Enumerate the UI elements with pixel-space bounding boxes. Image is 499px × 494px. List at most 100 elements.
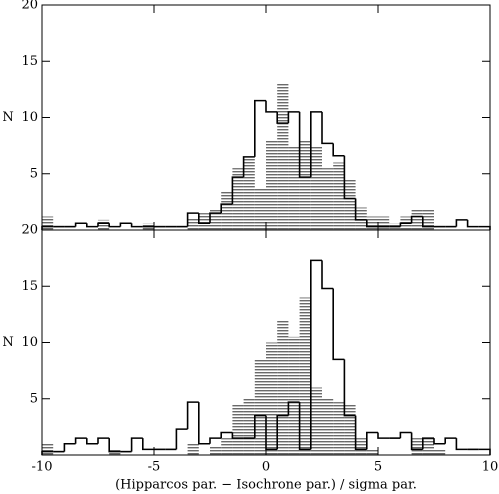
x-tick-label: -5	[148, 460, 161, 475]
step-outline	[97, 222, 110, 227]
step-outline	[119, 222, 132, 227]
hatched-bar	[232, 404, 244, 455]
step-outline	[478, 448, 491, 455]
step-outline	[332, 288, 345, 361]
hatched-bar	[434, 449, 446, 455]
step-outline	[287, 401, 300, 416]
step-outline	[186, 212, 199, 227]
step-outline	[254, 414, 266, 439]
hatched-bar	[277, 320, 289, 455]
step-outline	[354, 415, 367, 451]
y-tick-label: 5	[30, 166, 38, 181]
hatched-bar	[198, 213, 210, 230]
hatched-bar	[243, 156, 255, 230]
hatched-bar	[254, 359, 266, 455]
hatched-bar	[310, 387, 322, 455]
hatched-bar	[333, 402, 345, 455]
step-outline	[108, 438, 121, 453]
hatched-bar	[378, 216, 390, 230]
hatched-bar	[355, 207, 367, 230]
step-outline	[220, 203, 233, 214]
step-outline	[410, 215, 423, 224]
step-outline	[310, 259, 322, 450]
hatched-bar	[221, 438, 233, 455]
step-outline	[478, 225, 491, 230]
step-outline	[354, 198, 367, 221]
hatched-bar	[42, 443, 54, 455]
step-outline	[86, 223, 98, 228]
step-outline	[332, 143, 345, 157]
hatched-bar	[344, 179, 356, 230]
step-outline	[321, 260, 334, 290]
hatched-bar	[333, 162, 345, 230]
hatched-bar	[266, 140, 278, 230]
y-tick-label: 15	[21, 279, 38, 294]
hatched-bar	[299, 140, 311, 230]
hatched-bar	[344, 404, 356, 455]
hatched-bar	[366, 216, 378, 230]
step-outline	[410, 432, 423, 451]
step-outline	[130, 437, 143, 452]
step-outline	[433, 438, 446, 445]
hatched-bar	[355, 438, 367, 455]
step-outline	[254, 99, 266, 157]
y-tick-label: 20	[21, 0, 38, 13]
step-outline	[108, 223, 121, 228]
step-outline	[265, 100, 278, 113]
step-outline	[298, 402, 311, 451]
hatched-bar	[288, 145, 300, 230]
hatched-bar	[187, 217, 199, 230]
step-outline	[198, 402, 210, 445]
y-tick-label: 5	[30, 391, 38, 406]
step-outline	[399, 222, 412, 227]
step-outline	[298, 111, 311, 178]
step-outline	[130, 223, 143, 228]
step-outline	[343, 359, 356, 417]
hatched-bar	[210, 209, 222, 230]
y-axis-label: N	[2, 110, 13, 125]
step-outline	[455, 438, 468, 451]
x-tick-label: 0	[262, 460, 270, 475]
x-tick-label: 5	[374, 460, 382, 475]
step-outline	[321, 111, 334, 145]
step-outline	[175, 428, 188, 450]
hatched-bar	[288, 336, 300, 455]
hatched-bar	[277, 83, 289, 230]
hatched-bar	[322, 168, 334, 230]
hatched-bar	[232, 168, 244, 230]
x-tick-label: 10	[482, 460, 499, 475]
step-outline	[209, 212, 222, 224]
step-outline	[142, 438, 154, 451]
step-outline	[220, 431, 233, 439]
hatched-bar	[299, 297, 311, 455]
y-tick-label: 15	[21, 54, 38, 69]
step-outline	[366, 219, 378, 228]
step-outline	[209, 437, 222, 444]
step-outline	[366, 431, 378, 450]
hatched-bar	[411, 438, 423, 455]
step-outline	[242, 156, 255, 178]
step-outline	[377, 432, 390, 439]
y-axis-label: N	[2, 335, 13, 350]
hatched-bar	[98, 219, 110, 230]
hatched-bar	[322, 398, 334, 455]
step-outline	[198, 213, 210, 225]
hatched-bar	[310, 145, 322, 230]
hatched-bar	[422, 438, 434, 455]
step-outline	[444, 437, 457, 444]
y-tick-label: 10	[21, 335, 38, 350]
step-outline	[186, 401, 199, 430]
step-outline	[399, 431, 412, 439]
hatched-bar	[266, 342, 278, 455]
step-outline	[74, 222, 87, 227]
hatched-bar	[221, 190, 233, 230]
step-outline	[231, 176, 244, 205]
step-outline	[310, 111, 322, 178]
hatched-bar	[187, 443, 199, 455]
x-axis-label: (Hipparcos par. − Isochrone par.) / sigm…	[115, 478, 417, 493]
step-outline	[63, 442, 76, 452]
step-outline	[455, 219, 468, 227]
x-tick-label: -10	[32, 460, 53, 475]
hatched-bar	[210, 446, 222, 455]
